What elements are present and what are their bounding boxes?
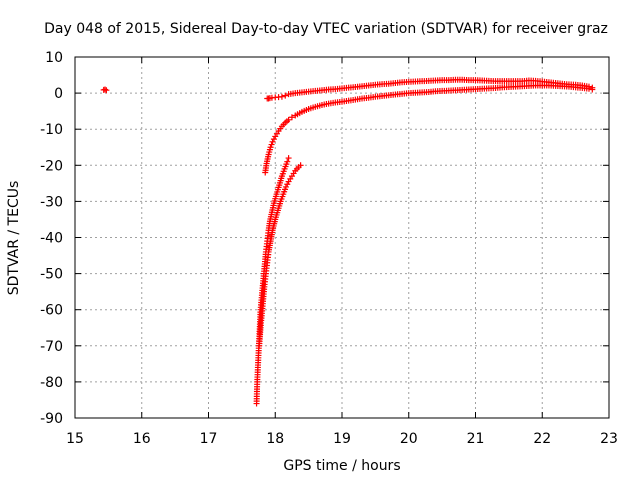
x-axis-title: GPS time / hours bbox=[283, 458, 400, 474]
y-tick-label: -40 bbox=[40, 231, 63, 247]
y-tick-label: -50 bbox=[40, 267, 63, 283]
y-tick-label: -20 bbox=[40, 158, 63, 174]
y-tick-label: -30 bbox=[40, 194, 63, 210]
y-tick-label: -90 bbox=[40, 411, 63, 427]
data-point bbox=[589, 86, 596, 93]
data-point bbox=[284, 158, 291, 165]
data-marks bbox=[100, 76, 596, 407]
y-tick-label: -80 bbox=[40, 375, 63, 391]
data-point bbox=[103, 87, 110, 94]
data-point bbox=[282, 92, 289, 99]
data-point bbox=[269, 138, 276, 145]
y-tick-label: 10 bbox=[45, 50, 63, 66]
data-point bbox=[270, 136, 277, 143]
x-tick-label: 23 bbox=[600, 431, 618, 447]
data-point bbox=[288, 114, 295, 121]
y-tick-label: -60 bbox=[40, 303, 63, 319]
x-tick-label: 20 bbox=[400, 431, 418, 447]
data-point bbox=[102, 86, 109, 93]
x-tick-label: 18 bbox=[266, 431, 284, 447]
grid-lines bbox=[75, 57, 609, 418]
data-point bbox=[268, 141, 275, 148]
chart-title: Day 048 of 2015, Sidereal Day-to-day VTE… bbox=[44, 21, 608, 37]
data-point bbox=[282, 183, 289, 190]
data-point bbox=[297, 162, 304, 169]
x-tick-label: 19 bbox=[333, 431, 351, 447]
series-rising-arc bbox=[262, 82, 596, 176]
y-tick-label: -70 bbox=[40, 339, 63, 355]
data-point bbox=[585, 85, 592, 92]
data-point bbox=[285, 116, 292, 123]
y-tick-label: -10 bbox=[40, 122, 63, 138]
x-tick-label: 17 bbox=[200, 431, 218, 447]
data-point bbox=[284, 181, 291, 188]
x-tick-label: 15 bbox=[66, 431, 84, 447]
series-steep-arc-2 bbox=[256, 162, 304, 349]
data-point bbox=[285, 155, 292, 162]
x-tick-label: 16 bbox=[133, 431, 151, 447]
axis-ticks: 15 16 17 18 19 20 21 22 23 10 0 -10 -20 -30 -40 -50 -60 -… bbox=[40, 50, 618, 447]
y-tick-label: 0 bbox=[54, 86, 63, 102]
data-point bbox=[267, 144, 274, 151]
y-axis-title: SDTVAR / TECUs bbox=[6, 181, 22, 296]
x-tick-label: 22 bbox=[533, 431, 551, 447]
data-point bbox=[278, 93, 285, 100]
x-tick-label: 21 bbox=[467, 431, 485, 447]
series-isolated bbox=[100, 86, 110, 94]
